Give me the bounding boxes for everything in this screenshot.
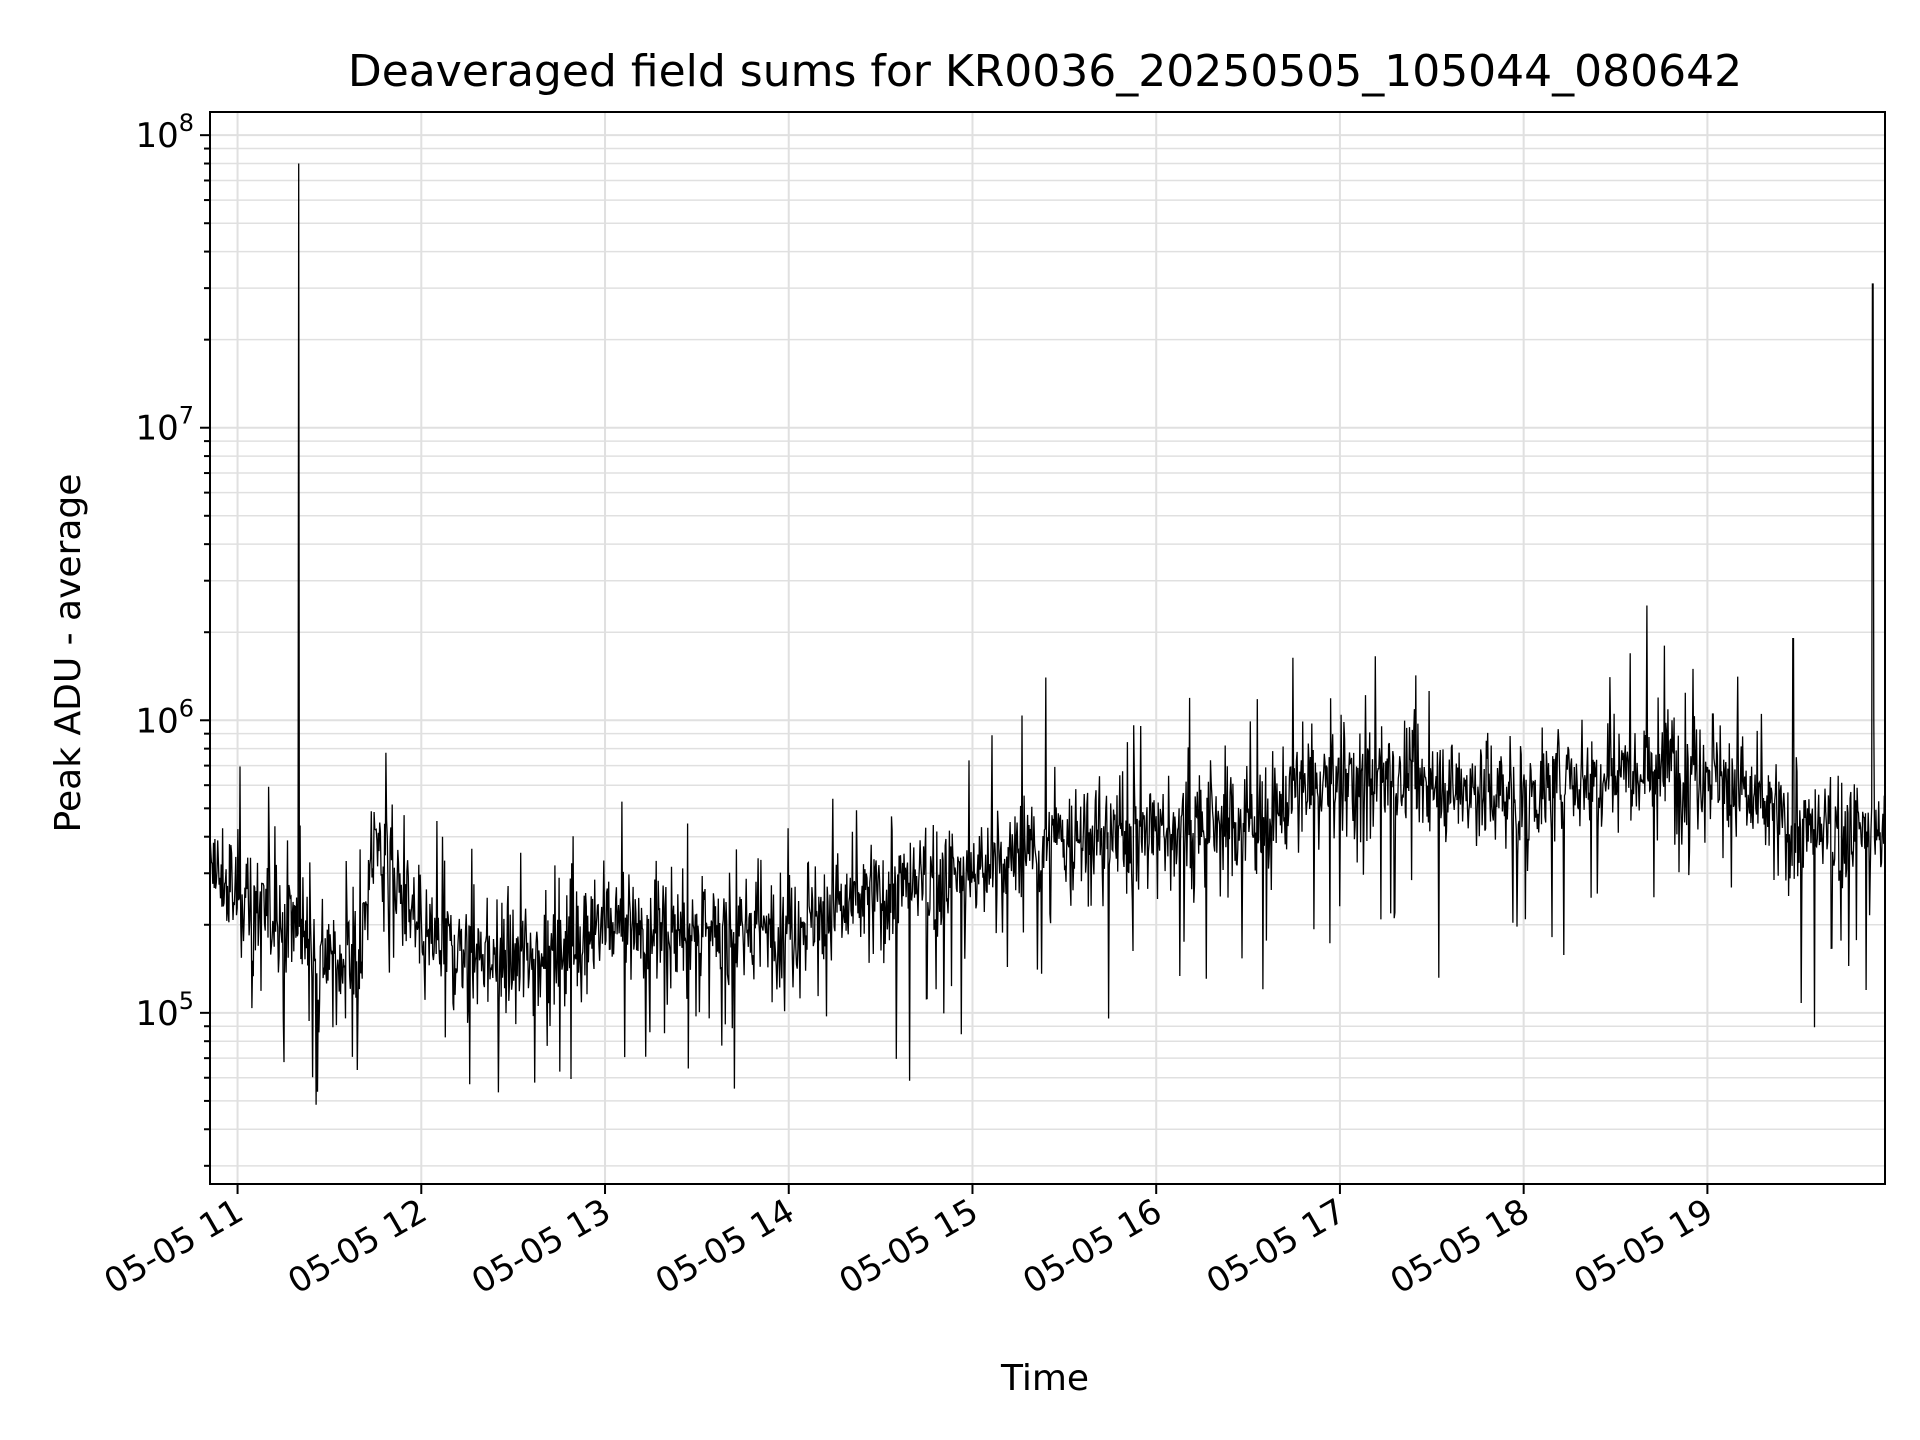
grid bbox=[210, 112, 1885, 1184]
y-axis-label: Peak ADU - average bbox=[48, 474, 89, 833]
plot-frame bbox=[209, 111, 1886, 1185]
chart-title: Deaveraged field sums for KR0036_2025050… bbox=[348, 46, 1742, 97]
series-line bbox=[209, 163, 1886, 1105]
y-tick-label: 105 bbox=[135, 987, 194, 1034]
x-tick-label: 05-05 14 bbox=[649, 1191, 801, 1302]
y-tick-label: 107 bbox=[135, 402, 194, 449]
x-tick-label: 05-05 16 bbox=[1016, 1191, 1168, 1302]
x-tick-label: 05-05 15 bbox=[833, 1191, 985, 1302]
x-tick-label: 05-05 19 bbox=[1568, 1191, 1720, 1302]
x-axis: 05-05 11 05-05 12 05-05 13 05-05 14 05-05 15… bbox=[98, 1184, 1720, 1302]
y-tick-label: 108 bbox=[135, 109, 194, 156]
y-tick-label: 106 bbox=[135, 694, 194, 741]
y-axis: 105 106 107 108 bbox=[135, 109, 210, 1167]
x-tick-label: 05-05 12 bbox=[281, 1191, 433, 1302]
x-tick-label: 05-05 13 bbox=[465, 1191, 617, 1302]
x-axis-label: Time bbox=[1000, 1358, 1089, 1399]
x-tick-label: 05-05 17 bbox=[1200, 1191, 1352, 1302]
plot-data bbox=[209, 163, 1886, 1105]
x-tick-label: 05-05 18 bbox=[1384, 1191, 1536, 1302]
x-tick-label: 05-05 11 bbox=[98, 1191, 250, 1302]
